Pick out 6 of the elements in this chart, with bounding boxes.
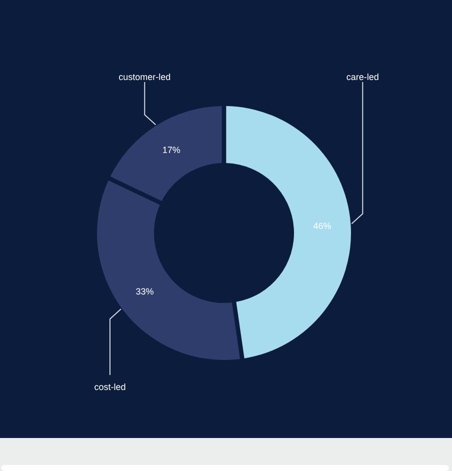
data-label: 46% — [313, 221, 332, 232]
slice-label: cost-led — [94, 382, 126, 392]
slice-label: care-led — [346, 72, 379, 82]
slice-label: customer-led — [118, 72, 171, 82]
data-label: 33% — [136, 286, 154, 297]
data-label: 17% — [162, 144, 180, 155]
